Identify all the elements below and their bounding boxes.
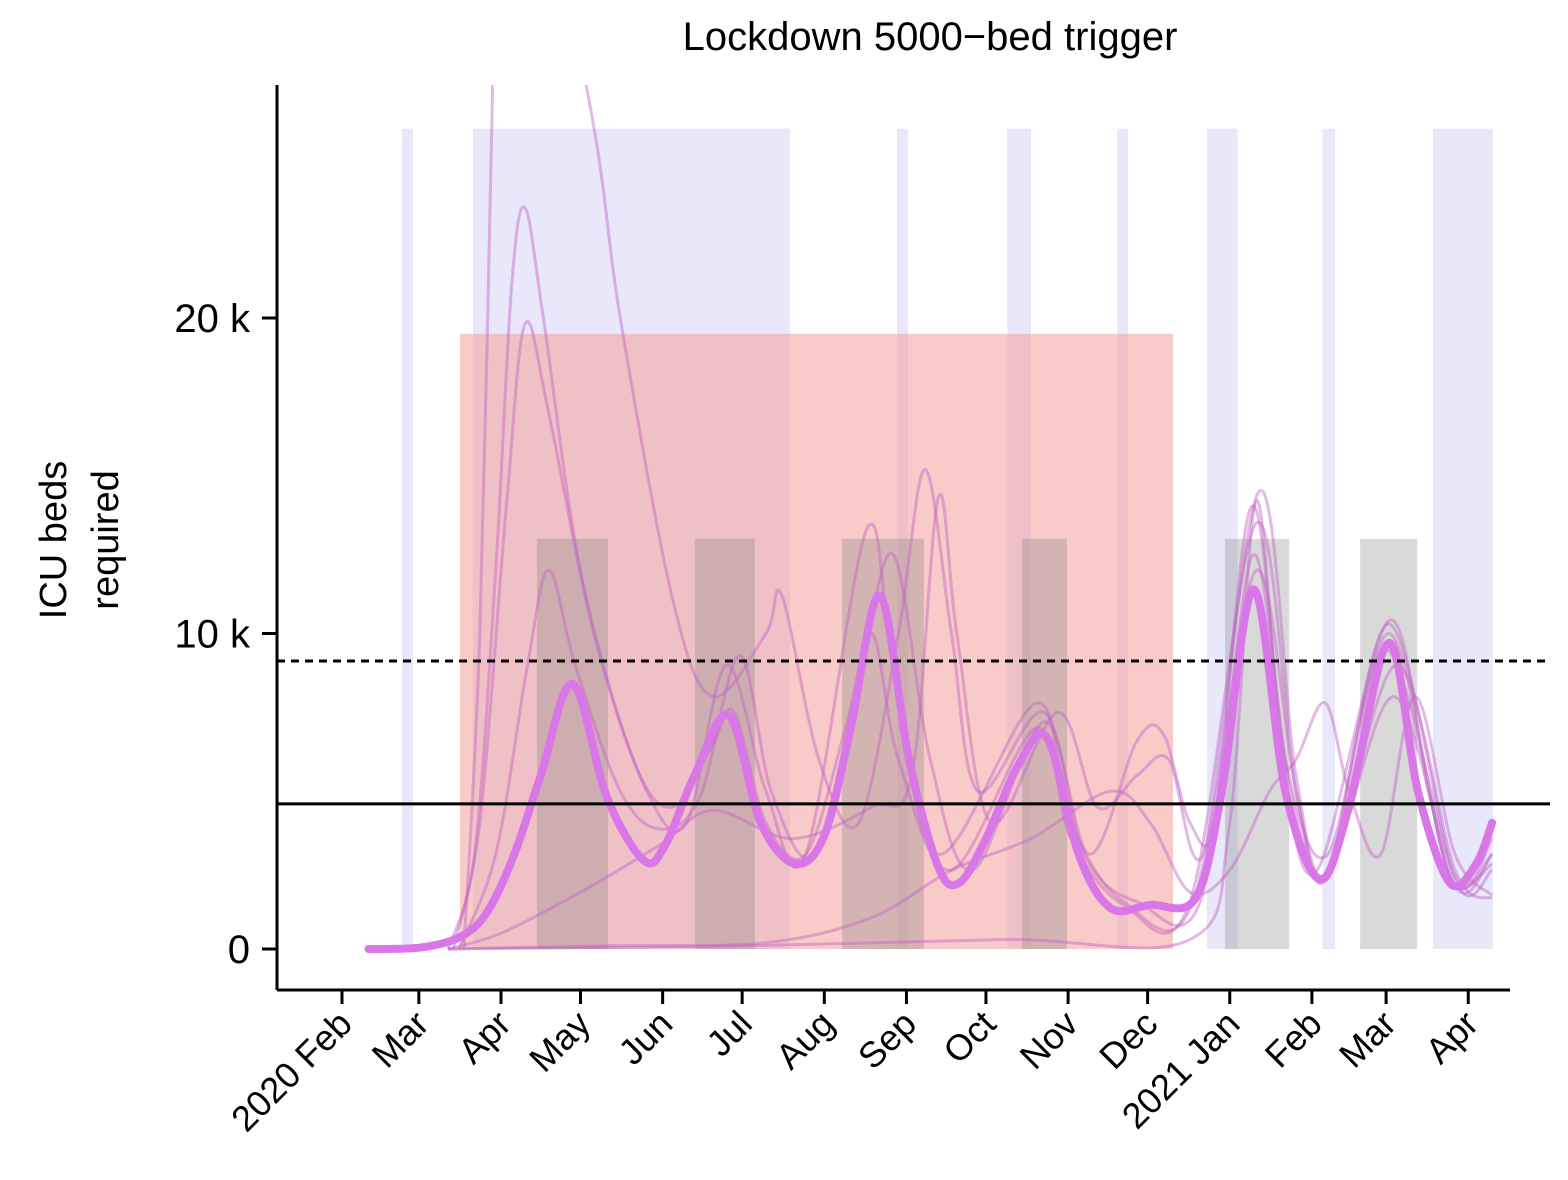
- blue-band: [401, 128, 414, 949]
- x-tick-label: Oct: [935, 1003, 1004, 1072]
- x-tick-label: Apr: [1417, 1003, 1486, 1072]
- x-tick-label: Jul: [698, 1003, 760, 1065]
- y-axis-label-line-2: required: [85, 470, 127, 609]
- x-tick-label: Aug: [768, 1003, 842, 1077]
- x-tick-label: Apr: [450, 1003, 519, 1072]
- x-tick-label: Mar: [1331, 1003, 1404, 1076]
- x-tick-label: May: [521, 1003, 598, 1080]
- y-tick-label: 0: [228, 928, 250, 972]
- series-line-run-1: [446, 205, 1494, 950]
- series-line-median: [364, 585, 1497, 953]
- series-line-run-6: [447, 695, 1494, 951]
- x-tick-label: Jun: [610, 1003, 680, 1073]
- x-tick-label: Sep: [850, 1003, 924, 1077]
- y-axis-label-line-1: ICU beds: [33, 461, 75, 619]
- x-tick-label: Mar: [364, 1003, 437, 1076]
- x-tick-label: 2020 Feb: [223, 1003, 360, 1140]
- y-tick-label: 20 k: [174, 297, 251, 341]
- x-tick-label: Feb: [1257, 1003, 1330, 1076]
- x-tick-label: Nov: [1011, 1003, 1085, 1077]
- blue-band: [1433, 128, 1493, 949]
- series-lines: [364, 85, 1497, 953]
- y-tick-label: 10 k: [174, 613, 251, 657]
- blue-band: [1322, 128, 1335, 949]
- reference-lines: [277, 659, 1550, 806]
- series-line-run-7: [447, 499, 1494, 951]
- series-line-run-3: [462, 85, 1494, 950]
- blue-band: [1206, 128, 1238, 949]
- shaded-bands: [401, 128, 1493, 949]
- series-line-run-4: [457, 551, 1494, 950]
- chart-title: Lockdown 5000−bed trigger: [683, 15, 1178, 59]
